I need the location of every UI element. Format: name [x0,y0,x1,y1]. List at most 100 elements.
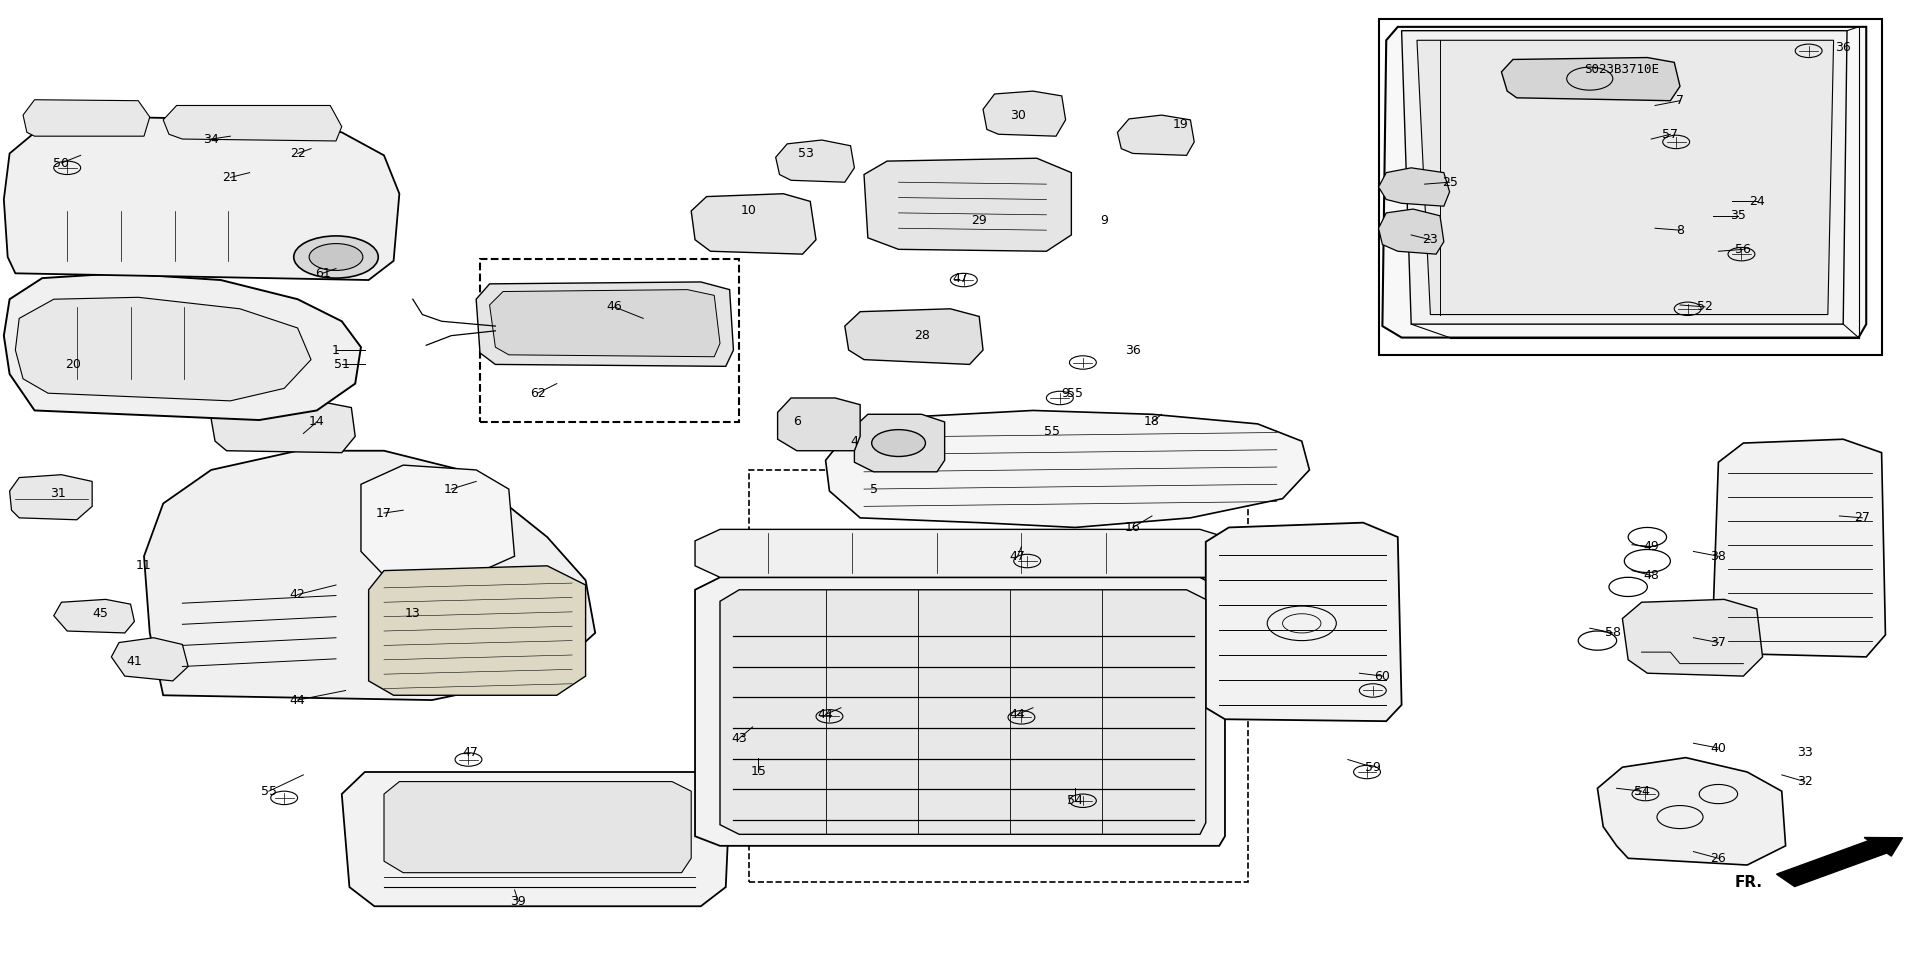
Polygon shape [476,282,733,366]
Polygon shape [845,309,983,364]
Text: 8: 8 [1676,223,1684,237]
Text: 24: 24 [1749,195,1764,208]
Text: 13: 13 [405,607,420,620]
Text: FR.: FR. [1734,875,1763,890]
Text: 54: 54 [1068,794,1083,807]
Text: 53: 53 [799,147,814,160]
Polygon shape [384,782,691,873]
Bar [1379,19,1882,355]
Polygon shape [23,100,150,136]
Polygon shape [864,158,1071,251]
Text: 16: 16 [1125,521,1140,534]
Text: 26: 26 [1711,852,1726,865]
Polygon shape [695,529,1225,577]
Text: 33: 33 [1797,746,1812,760]
Text: 61: 61 [315,267,330,280]
Text: 7: 7 [1676,94,1684,107]
Text: 32: 32 [1797,775,1812,788]
Text: 55: 55 [1044,425,1060,438]
Polygon shape [111,638,188,681]
Polygon shape [1622,599,1763,676]
Text: 6: 6 [793,415,801,429]
Polygon shape [1206,523,1402,721]
Text: 50: 50 [54,156,69,170]
Text: 36: 36 [1836,41,1851,55]
Polygon shape [778,398,860,451]
Text: 51: 51 [334,358,349,371]
Text: 45: 45 [92,607,108,620]
Text: 55: 55 [261,784,276,798]
Text: 55: 55 [1068,386,1083,400]
Text: 4: 4 [851,434,858,448]
Polygon shape [54,599,134,633]
Polygon shape [1713,439,1885,657]
Text: 12: 12 [444,482,459,496]
Text: 28: 28 [914,329,929,342]
Text: 19: 19 [1173,118,1188,131]
Text: 58: 58 [1605,626,1620,640]
Text: 11: 11 [136,559,152,573]
Text: 37: 37 [1711,636,1726,649]
Text: 54: 54 [1634,784,1649,798]
Text: 15: 15 [751,765,766,779]
Text: 44: 44 [290,693,305,707]
Text: 23: 23 [1423,233,1438,246]
Polygon shape [4,117,399,280]
Text: 57: 57 [1663,128,1678,141]
Polygon shape [826,410,1309,527]
Text: 5: 5 [870,482,877,496]
Polygon shape [1597,758,1786,865]
Text: 52: 52 [1697,300,1713,314]
Text: 38: 38 [1711,550,1726,563]
Text: 1: 1 [332,343,340,357]
Text: 47: 47 [463,746,478,760]
Polygon shape [1501,58,1680,101]
Text: 36: 36 [1125,343,1140,357]
Text: 17: 17 [376,506,392,520]
Polygon shape [720,590,1206,834]
Text: 48: 48 [1644,569,1659,582]
Circle shape [294,236,378,278]
Text: 10: 10 [741,204,756,218]
Polygon shape [691,194,816,254]
Text: 29: 29 [972,214,987,227]
Polygon shape [490,290,720,357]
Text: 39: 39 [511,895,526,908]
Text: 46: 46 [607,300,622,314]
Polygon shape [369,566,586,695]
Text: 31: 31 [50,487,65,501]
Text: 41: 41 [127,655,142,668]
Polygon shape [144,451,595,700]
Polygon shape [1402,31,1847,324]
Polygon shape [10,475,92,520]
Text: 22: 22 [290,147,305,160]
Text: 27: 27 [1855,511,1870,525]
Bar [480,259,739,422]
Text: 44: 44 [818,708,833,721]
Text: 62: 62 [530,386,545,400]
Polygon shape [854,414,945,472]
Polygon shape [1379,209,1444,254]
Text: 35: 35 [1730,209,1745,222]
Text: 60: 60 [1375,669,1390,683]
Polygon shape [695,577,1225,846]
Text: 9: 9 [1062,386,1069,400]
Polygon shape [983,91,1066,136]
Text: 44: 44 [1010,708,1025,721]
Text: 49: 49 [1644,540,1659,553]
Text: 56: 56 [1736,243,1751,256]
Bar [749,470,1248,882]
Polygon shape [776,140,854,182]
Text: 42: 42 [290,588,305,601]
Text: 9: 9 [1100,214,1108,227]
Text: 47: 47 [1010,550,1025,563]
Polygon shape [361,465,515,580]
Circle shape [309,244,363,270]
Polygon shape [1417,40,1834,315]
Polygon shape [1382,27,1866,338]
Circle shape [872,430,925,456]
Polygon shape [15,297,311,401]
Text: 25: 25 [1442,175,1457,189]
FancyArrow shape [1776,837,1903,886]
Text: 14: 14 [309,415,324,429]
